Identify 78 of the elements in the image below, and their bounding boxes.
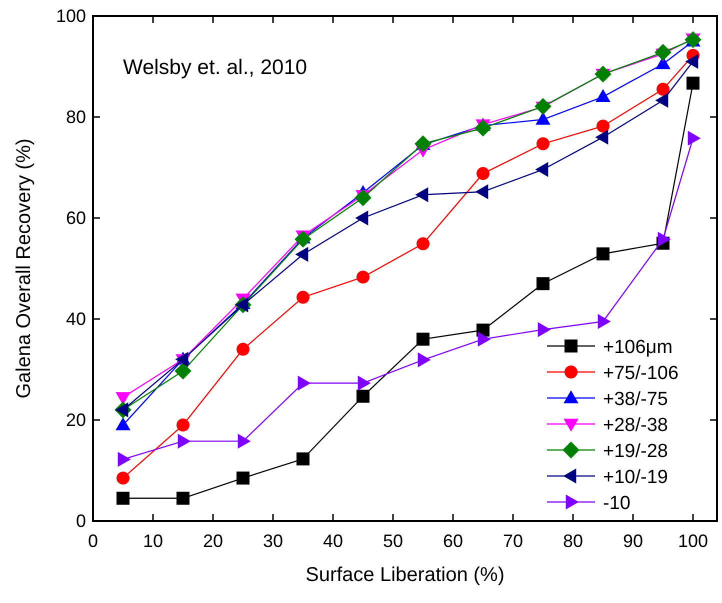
point	[595, 130, 608, 145]
point	[596, 120, 610, 133]
point	[355, 210, 368, 226]
point	[116, 472, 130, 485]
point	[596, 89, 610, 102]
y-tick-label: 80	[66, 107, 86, 127]
point	[598, 314, 611, 329]
point	[176, 418, 190, 432]
point	[476, 167, 490, 180]
point	[475, 184, 488, 200]
point	[538, 322, 551, 338]
y-tick-label: 40	[66, 309, 86, 329]
y-tick-label: 20	[66, 410, 86, 430]
x-axis-title: Surface Liberation (%)	[306, 564, 504, 586]
legend-label: +75/-106	[603, 363, 679, 384]
x-tick-label: 100	[678, 531, 708, 551]
point	[115, 402, 128, 418]
point	[688, 130, 701, 146]
x-tick-label: 40	[322, 531, 344, 551]
y-tick-label: 100	[56, 6, 86, 26]
point	[298, 376, 311, 391]
point	[415, 187, 428, 202]
point	[685, 54, 698, 69]
point	[536, 137, 550, 150]
point	[414, 135, 432, 152]
y-axis-title: Galena Overall Recovery (%)	[13, 138, 35, 399]
point	[294, 230, 312, 248]
point	[686, 76, 700, 90]
point	[295, 246, 308, 262]
x-tick-label: 70	[502, 531, 524, 551]
point	[235, 297, 248, 312]
point	[174, 362, 192, 380]
x-tick-label: 30	[262, 531, 284, 551]
point	[655, 92, 668, 108]
point	[474, 120, 492, 137]
point	[296, 452, 310, 466]
point	[116, 492, 130, 505]
legend-label: +28/-38	[603, 415, 668, 436]
point	[534, 98, 552, 115]
point	[536, 112, 550, 125]
point	[354, 189, 372, 206]
point	[238, 434, 251, 449]
point	[654, 44, 672, 61]
y-tick-label: 0	[76, 511, 86, 531]
point	[658, 232, 671, 247]
point	[178, 434, 191, 449]
point	[594, 66, 612, 83]
annotation: Welsby et. al., 2010	[123, 56, 308, 79]
y-tick-label: 60	[66, 208, 86, 228]
point	[116, 417, 130, 430]
point	[536, 277, 550, 290]
point	[236, 472, 250, 485]
point	[478, 332, 491, 347]
point	[416, 332, 430, 346]
legend-label: +106μm	[603, 337, 673, 358]
legend-label: -10	[603, 493, 630, 514]
point	[416, 237, 430, 250]
legend-label: +38/-75	[603, 389, 668, 410]
point	[118, 452, 131, 467]
legend-label: +10/-19	[603, 467, 668, 488]
point	[356, 390, 370, 403]
x-tick-label: 0	[88, 531, 98, 551]
point	[356, 270, 370, 284]
x-tick-label: 50	[382, 531, 404, 551]
point	[296, 290, 310, 304]
point	[596, 247, 610, 260]
point	[418, 352, 431, 368]
x-tick-label: 60	[442, 531, 464, 551]
point	[535, 162, 548, 177]
x-tick-label: 20	[202, 531, 224, 551]
point	[236, 342, 250, 356]
x-tick-label: 10	[142, 531, 164, 551]
point	[656, 82, 670, 96]
x-tick-label: 90	[622, 531, 644, 551]
x-tick-label: 80	[562, 531, 584, 551]
point	[176, 492, 190, 505]
legend-label: +19/-28	[603, 441, 668, 462]
point	[358, 376, 371, 391]
